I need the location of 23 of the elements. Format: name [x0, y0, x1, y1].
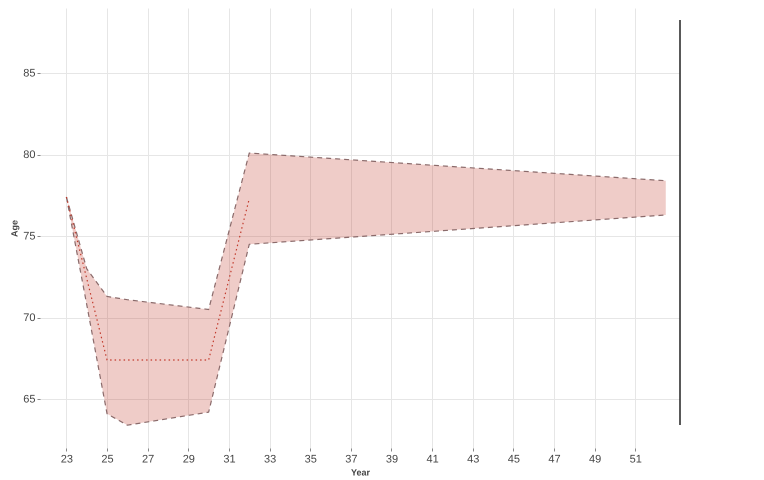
x-tick-label: 51	[630, 454, 642, 466]
y-tick-label: 65	[23, 394, 36, 406]
x-tick-label: 25	[101, 454, 114, 466]
x-tick-label: 29	[182, 454, 195, 466]
x-tick-label: 49	[589, 454, 602, 466]
x-tick-label: 39	[386, 454, 398, 466]
y-tick-label: 70	[23, 312, 36, 324]
x-tick-label: 43	[467, 454, 480, 466]
y-axis-title: Age	[9, 220, 20, 238]
line-series	[66, 196, 250, 361]
x-tick-label: 47	[548, 454, 561, 466]
y-tick-label: 85	[23, 68, 36, 80]
x-tick-label: 45	[508, 454, 520, 466]
x-tick-label: 27	[142, 454, 154, 466]
x-axis-title: Year	[350, 468, 370, 478]
y-tick-label: 80	[23, 149, 36, 162]
x-tick-label: 23	[60, 454, 74, 466]
x-tick-label: 31	[223, 454, 236, 466]
x-tick-label: 35	[304, 454, 317, 466]
x-tick-label: 33	[264, 454, 276, 466]
x-tick-label: 41	[426, 454, 439, 466]
y-tick-label: 75	[23, 230, 36, 243]
x-tick-label: 37	[345, 454, 358, 466]
